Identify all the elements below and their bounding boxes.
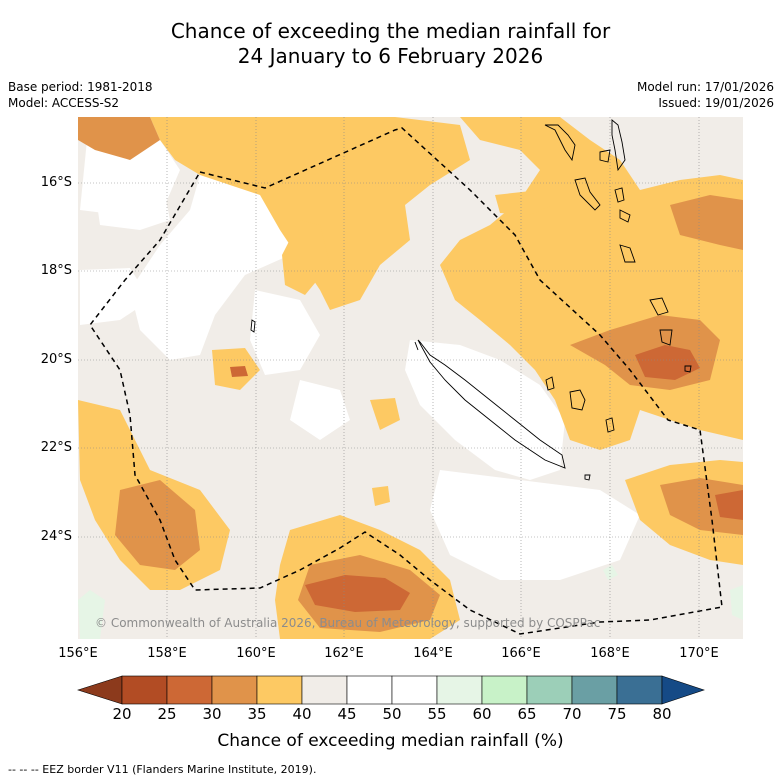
field-yellow-patch-a [282,220,330,295]
loyalty-island-3 [605,417,615,433]
field-white-west-edge [80,268,150,325]
field-darkorange-patch [230,366,248,377]
field-orange-ne [670,195,743,250]
colorbar-bin-50-55 [391,675,438,705]
copyright-notice: © Commonwealth of Australia 2026, Bureau… [95,616,600,630]
islet-matthew [684,365,692,373]
islet-north-nc [414,341,419,351]
colorbar-bin-20-25 [121,675,168,705]
colorbar-bin-60-65 [481,675,528,705]
field-white-new-caledonia [405,340,565,480]
lon-label-158e: 158°E [147,646,187,661]
colorbar [77,675,705,705]
field-white-center [290,380,350,440]
lon-label-162e: 162°E [324,646,364,661]
field-white-south [430,470,640,580]
colorbar-bin-35-40 [256,675,303,705]
vanuatu-malakula [574,177,601,211]
colorbar-label-30: 30 [202,705,222,723]
colorbar-extend-high [661,675,705,705]
field-yellow-north [150,117,470,310]
colorbar-label-55: 55 [427,705,447,723]
vanuatu-espiritu-santo [544,124,576,162]
lat-label-22s: 22°S [40,440,72,455]
colorbar-label-50: 50 [382,705,402,723]
vanuatu-efate [619,209,631,223]
model-run-label: Model run: 17/01/2026 [636,80,774,94]
islet-south [584,474,591,481]
vanuatu-island-b [614,187,625,203]
eez-border [89,127,723,635]
lon-label-164e: 164°E [413,646,453,661]
probability-map: © Commonwealth of Australia 2026, Bureau… [78,117,743,639]
colorbar-bin-65-70 [526,675,573,705]
field-white-center-west [250,290,320,375]
colorbar-title: Chance of exceeding median rainfall (%) [217,731,564,751]
model-label: Model: ACCESS-S2 [8,96,120,110]
field-darkorange-southeast [715,490,743,520]
lon-label-160e: 160°E [236,646,276,661]
field-yellow-patch-c [370,398,400,430]
field-orange-southeast [660,478,743,535]
loyalty-island-2 [569,389,586,411]
colorbar-label-25: 25 [157,705,177,723]
colorbar-label-65: 65 [517,705,537,723]
vanuatu-aneityum [659,329,673,346]
vanuatu-erromango [619,244,636,263]
colorbar-label-75: 75 [607,705,627,723]
graticule [78,117,743,639]
coastlines [250,119,692,481]
colorbar-label-35: 35 [247,705,267,723]
lon-label-166e: 166°E [501,646,541,661]
lat-label-16s: 16°S [40,175,72,190]
colorbar-extend-low [77,675,123,705]
field-white-west [130,170,300,360]
lon-label-168e: 168°E [590,646,630,661]
field-55-60-se [730,585,743,620]
chesterfield-islet [250,319,256,333]
loyalty-island-1 [545,376,555,391]
lon-label-170e: 170°E [679,646,719,661]
lat-label-20s: 20°S [40,352,72,367]
field-55-60-sw [78,590,105,639]
field-orange-nw [78,117,160,160]
colorbar-bin-45-50 [346,675,393,705]
field-darkorange-south [305,575,410,612]
vanuatu-island-a [599,149,611,163]
colorbar-bin-30-35 [211,675,258,705]
colorbar-label-70: 70 [562,705,582,723]
base-period-label: Base period: 1981-2018 [8,80,153,94]
vanuatu-tanna [649,297,669,316]
colorbar-bin-75-80 [616,675,663,705]
colorbar-label-20: 20 [112,705,132,723]
field-white-nw2 [95,150,170,230]
field-yellow-patch-d [372,486,390,506]
colorbar-label-45: 45 [337,705,357,723]
vanuatu-pentecost [611,119,626,172]
colorbar-bin-25-30 [166,675,213,705]
field-55-60-south-islet [603,565,618,580]
colorbar-bin-55-60 [436,675,483,705]
colorbar-bin-40-45 [301,675,348,705]
lat-label-24s: 24°S [40,529,72,544]
colorbar-label-60: 60 [472,705,492,723]
new-caledonia-coast [417,339,566,469]
colorbar-bin-70-75 [571,675,618,705]
field-yellow-patch-e [495,190,552,215]
lat-label-18s: 18°S [40,263,72,278]
map-title-line-2: 24 January to 6 February 2026 [237,44,544,68]
colorbar-label-80: 80 [652,705,672,723]
map-title-line-1: Chance of exceeding the median rainfall … [170,19,611,43]
lon-label-156e: 156°E [58,646,98,661]
colorbar-label-40: 40 [292,705,312,723]
eez-footnote: -- -- -- EEZ border V11 (Flanders Marine… [8,763,317,776]
field-orange-southwest [115,480,200,570]
field-darkorange-east [635,345,700,380]
issued-label: Issued: 19/01/2026 [658,96,774,110]
